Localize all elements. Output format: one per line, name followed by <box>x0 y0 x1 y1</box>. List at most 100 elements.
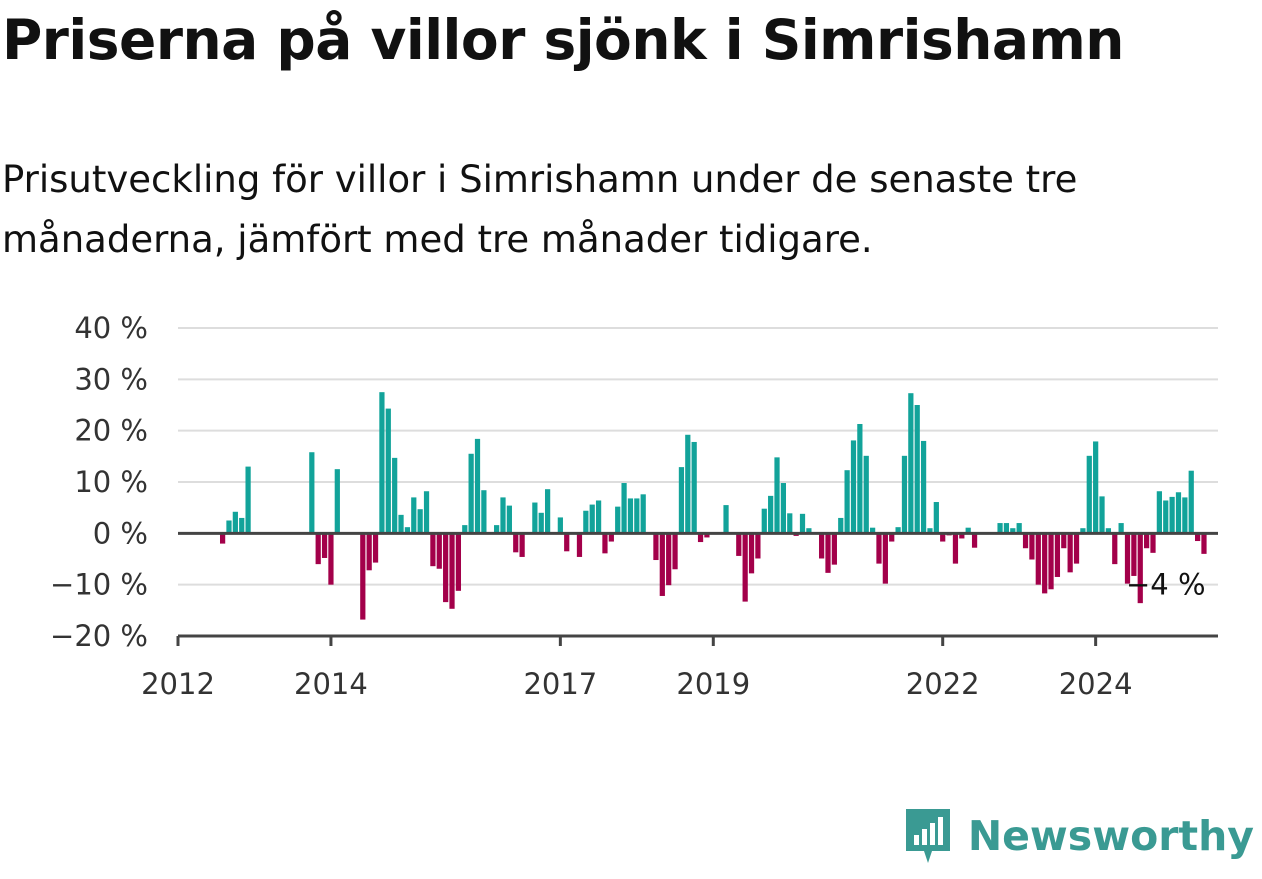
bar <box>761 508 767 534</box>
bar <box>1118 523 1124 534</box>
bar <box>908 393 914 534</box>
bar <box>481 490 487 534</box>
bar <box>430 533 436 567</box>
bar <box>882 533 888 584</box>
chart-subtitle: Prisutveckling för villor i Simrishamn u… <box>2 158 1078 261</box>
bar <box>920 440 927 534</box>
bar <box>1194 533 1201 542</box>
bar <box>1086 455 1092 534</box>
bar <box>1169 496 1175 534</box>
bar <box>1035 533 1041 585</box>
x-tick-label: 2012 <box>141 667 215 701</box>
x-tick-label: 2017 <box>523 667 597 701</box>
bar <box>564 533 570 552</box>
bar <box>895 527 901 534</box>
bar <box>901 455 908 534</box>
y-tick-label: 10 % <box>74 465 148 499</box>
bar <box>315 533 321 565</box>
bar <box>1131 533 1137 576</box>
bar <box>398 514 404 534</box>
bar <box>334 469 340 534</box>
annotations: −4 % <box>1126 568 1206 602</box>
bar <box>787 513 793 534</box>
bar <box>774 457 780 534</box>
bar <box>500 497 506 534</box>
bar <box>1112 533 1118 565</box>
bar <box>1016 523 1022 534</box>
y-tick-label: 0 % <box>93 516 148 550</box>
bar <box>914 405 920 534</box>
y-tick-label: 40 % <box>74 311 148 345</box>
bar <box>1022 533 1029 549</box>
bar <box>595 500 602 534</box>
bar <box>1156 491 1162 534</box>
bar <box>742 533 748 602</box>
bar <box>538 512 544 534</box>
y-tick-label: −10 % <box>50 568 148 602</box>
bar-chart: 40 %30 %20 %10 %0 %−10 %−20 % 2012 2014 20… <box>50 311 1218 701</box>
bar <box>423 491 430 534</box>
bar <box>544 489 551 534</box>
bar <box>1137 533 1143 604</box>
bar <box>634 498 640 534</box>
bar <box>1073 533 1080 564</box>
bar <box>226 520 232 534</box>
bar <box>825 533 831 573</box>
bar <box>1150 533 1156 553</box>
axes <box>176 531 1218 646</box>
bar <box>850 440 857 534</box>
bar <box>1010 528 1016 534</box>
bar <box>819 533 825 559</box>
bar <box>239 517 245 534</box>
bar <box>474 438 481 534</box>
y-tick-label: −20 % <box>50 619 148 653</box>
bar <box>952 533 959 564</box>
bar <box>411 497 417 534</box>
x-axis-labels: 2012 2014 2017 2019 2022 2024 <box>141 667 1132 701</box>
bar <box>366 533 372 571</box>
bar <box>685 434 691 534</box>
x-tick-label: 2024 <box>1059 667 1133 701</box>
bar <box>309 452 315 534</box>
bar <box>1175 492 1182 534</box>
bar <box>691 441 697 534</box>
bar <box>468 453 474 534</box>
bar <box>1061 533 1067 549</box>
bar <box>1144 533 1150 549</box>
last-value-label: −4 % <box>1126 568 1206 602</box>
bar <box>768 495 774 534</box>
bar <box>672 533 678 570</box>
bar <box>608 533 614 542</box>
bar <box>831 533 837 565</box>
bar <box>678 467 685 534</box>
bar <box>372 533 379 563</box>
x-tick-label: 2014 <box>294 667 368 701</box>
bar <box>589 504 595 534</box>
bar <box>863 455 869 534</box>
bar <box>640 494 646 534</box>
bar <box>232 511 238 534</box>
bar <box>506 505 512 534</box>
bar <box>1182 497 1188 534</box>
bar <box>615 506 621 534</box>
bar <box>971 533 978 548</box>
bar <box>755 533 761 559</box>
x-tick-label: 2019 <box>676 667 750 701</box>
bar <box>857 423 863 534</box>
bar <box>404 527 411 534</box>
bar <box>844 470 850 534</box>
bar <box>1029 533 1035 560</box>
brand-name: Newsworthy <box>967 812 1254 860</box>
bar <box>780 483 787 534</box>
bar <box>462 525 468 534</box>
bar <box>1124 533 1131 584</box>
bar <box>1042 533 1048 594</box>
bar <box>627 498 634 534</box>
bar <box>940 533 946 542</box>
x-tick-label: 2022 <box>906 667 980 701</box>
bar <box>557 517 563 534</box>
bar <box>1080 528 1086 534</box>
bar <box>494 525 500 534</box>
bar <box>799 513 806 534</box>
chart-title: Priserna på villor sjönk i Simrishamn <box>2 8 1124 72</box>
